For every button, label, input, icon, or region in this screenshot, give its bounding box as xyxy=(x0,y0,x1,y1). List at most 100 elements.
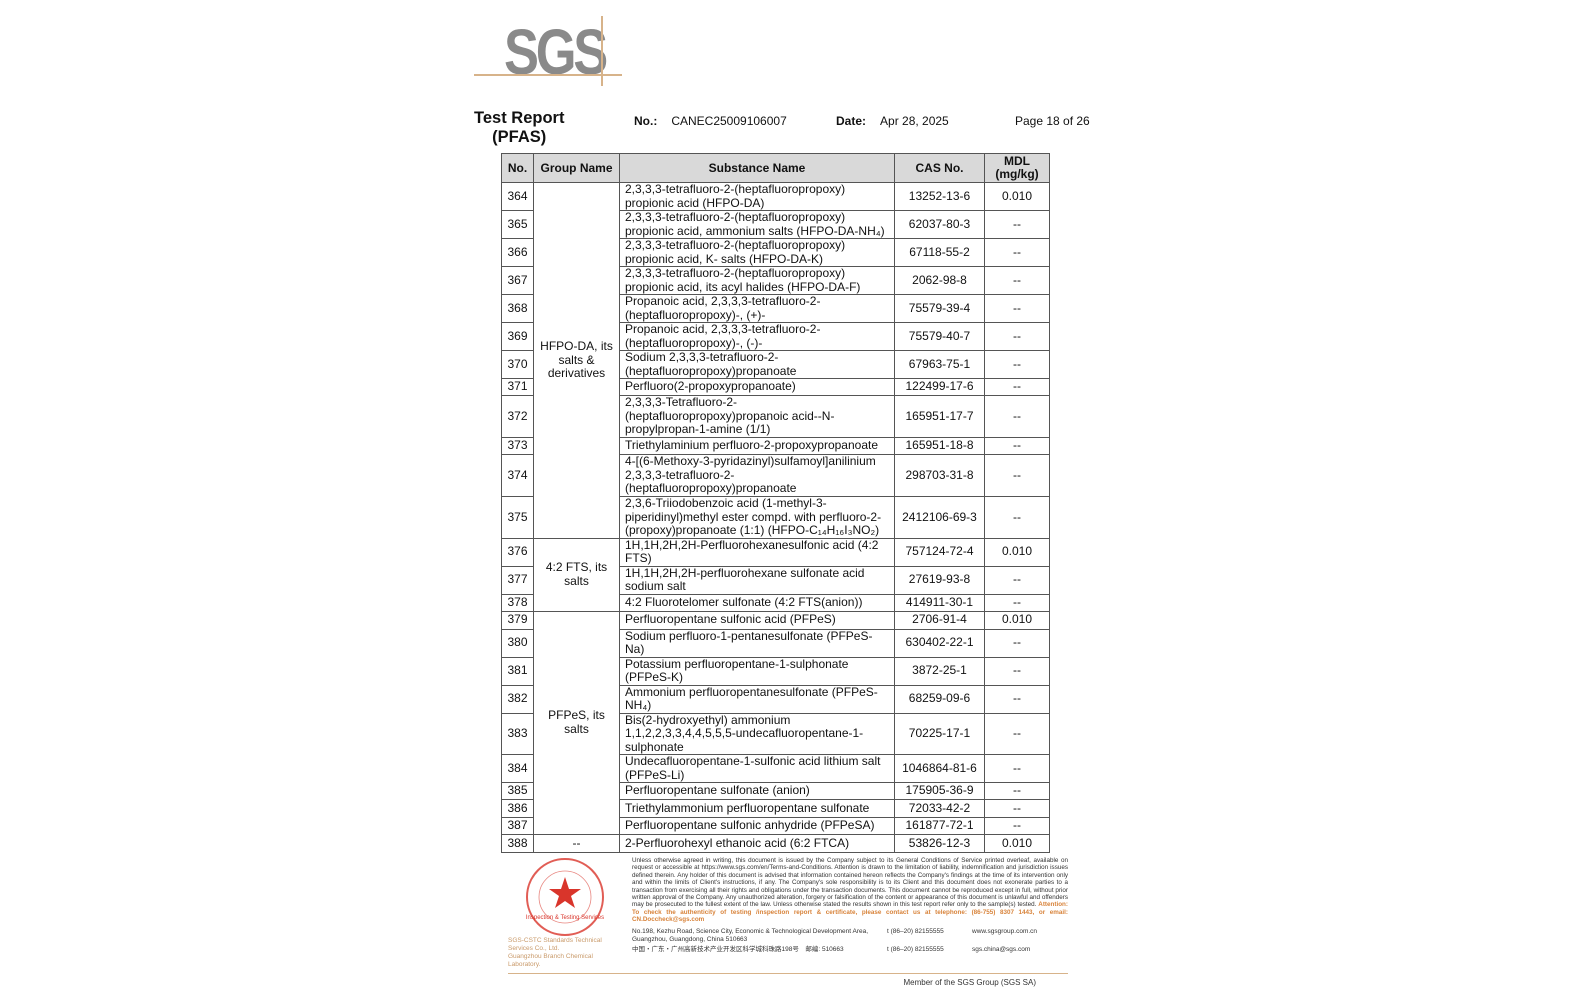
cas-number: 62037-80-3 xyxy=(894,210,985,239)
row-number: 370 xyxy=(501,350,534,379)
row-number: 369 xyxy=(501,322,534,351)
table-row: 373 Triethylaminium perfluoro-2-propoxypr… xyxy=(501,437,1050,455)
substance-name: Propanoic acid, 2,3,3,3-tetrafluoro-2- (… xyxy=(619,322,895,351)
table-row: 386 Triethylammonium perfluoropentane sul… xyxy=(501,799,1050,818)
row-number: 386 xyxy=(501,799,534,818)
row-number: 378 xyxy=(501,593,534,612)
row-number: 381 xyxy=(501,656,534,686)
mdl-value: -- xyxy=(984,656,1050,686)
row-number: 373 xyxy=(501,437,534,455)
substance-name: Triethylammonium perfluoropentane sulfon… xyxy=(619,799,895,818)
contact-grid: No.198, Kezhu Road, Science City, Econom… xyxy=(632,928,1068,954)
website[interactable]: www.sgsgroup.com.cn xyxy=(972,927,1038,935)
page-footer: Inspection & Testing Services SGS-CSTC S… xyxy=(508,857,1068,987)
col-group: Group Name xyxy=(533,153,620,183)
mdl-value: -- xyxy=(984,496,1050,539)
substance-name: Sodium perfluoro-1-pentanesulfonate (PFP… xyxy=(619,628,895,658)
row-number: 376 xyxy=(501,537,534,567)
substance-name: 2,3,3,3-tetrafluoro-2-(heptafluoropropox… xyxy=(619,210,895,239)
cas-number: 165951-18-8 xyxy=(894,437,985,455)
row-number: 388 xyxy=(501,834,534,853)
table-row: 388 -- 2-Perfluorohexyl ethanoic acid (6:2… xyxy=(501,834,1050,853)
mdl-value: -- xyxy=(984,782,1050,800)
mdl-value: -- xyxy=(984,266,1050,295)
no-label: No.: xyxy=(634,114,658,128)
mdl-value: 0.010 xyxy=(984,834,1050,853)
address-cn: 中国・广东・广州高新技术产业开发区科学城科珠路198号 邮编: 510663 xyxy=(632,945,844,953)
table-row: 365 2,3,3,3-tetrafluoro-2-(heptafluoropro… xyxy=(501,210,1050,239)
substance-name: Propanoic acid, 2,3,3,3-tetrafluoro-2- (… xyxy=(619,294,895,323)
row-number: 371 xyxy=(501,378,534,396)
cas-number: 67118-55-2 xyxy=(894,238,985,267)
row-number: 377 xyxy=(501,565,534,595)
table-header-row: No. Group Name Substance Name CAS No. MD… xyxy=(501,153,1050,183)
mdl-value: -- xyxy=(984,454,1050,497)
cas-number: 70225-17-1 xyxy=(894,712,985,755)
cas-number: 165951-17-7 xyxy=(894,395,985,438)
table-row: 382 Ammonium perfluoropentanesulfonate (P… xyxy=(501,684,1050,714)
substance-name: Perfluoro(2-propoxypropanoate) xyxy=(619,378,895,396)
mdl-value: -- xyxy=(984,238,1050,267)
substance-name: 1H,1H,2H,2H-perfluorohexane sulfonate ac… xyxy=(619,565,895,595)
title-line: (PFAS) xyxy=(492,128,547,146)
date-label: Date: xyxy=(836,114,867,128)
table-row: 364 HFPO-DA, its salts & derivatives 2,3,3… xyxy=(501,182,1050,539)
mdl-value: -- xyxy=(984,210,1050,239)
cas-number: 2062-98-8 xyxy=(894,266,985,295)
row-number: 367 xyxy=(501,266,534,295)
mdl-value: -- xyxy=(984,754,1050,783)
substance-name: Perfluoropentane sulfonic acid (PFPeS) xyxy=(619,610,895,630)
row-number: 384 xyxy=(501,754,534,783)
substance-name: 2,3,3,3-Tetrafluoro-2- (heptafluoropropo… xyxy=(619,395,895,438)
sgs-logo: SGS xyxy=(474,16,624,88)
mdl-value: -- xyxy=(984,684,1050,714)
cas-number: 2412106-69-3 xyxy=(894,496,985,539)
cas-number: 161877-72-1 xyxy=(894,817,985,835)
row-number: 368 xyxy=(501,294,534,323)
table-row: 372 2,3,3,3-Tetrafluoro-2- (heptafluoropr… xyxy=(501,395,1050,438)
table-row: 381 Potassium perfluoropentane-1-sulphona… xyxy=(501,656,1050,686)
table-row: 374 4-[(6-Methoxy-3-pyridazinyl)sulfamoyl… xyxy=(501,454,1050,497)
substance-name: 2-Perfluorohexyl ethanoic acid (6:2 FTCA… xyxy=(619,834,895,853)
report-title: Test Report (PFAS) xyxy=(474,109,564,147)
mdl-value: -- xyxy=(984,378,1050,396)
substance-name: Sodium 2,3,3,3-tetrafluoro-2- (heptafluo… xyxy=(619,350,895,379)
authenticity-notice: Attention: To check the authenticity of … xyxy=(632,901,1068,924)
cas-number: 53826-12-3 xyxy=(894,834,985,853)
mdl-value: -- xyxy=(984,712,1050,755)
group-name: 4:2 FTS, its salts xyxy=(533,537,620,612)
row-number: 365 xyxy=(501,210,534,239)
email[interactable]: sgs.china@sgs.com xyxy=(972,945,1031,953)
substance-name: Bis(2-hydroxyethyl) ammonium 1,1,2,2,3,3… xyxy=(619,712,895,755)
cas-number: 75579-39-4 xyxy=(894,294,985,323)
table-row: 371 Perfluoro(2-propoxypropanoate) 122499-… xyxy=(501,378,1050,396)
substance-name: Triethylaminium perfluoro-2-propoxypropa… xyxy=(619,437,895,455)
table-row: 378 4:2 Fluorotelomer sulfonate (4:2 FTS(… xyxy=(501,593,1050,612)
footer-text-area: Unless otherwise agreed in writing, this… xyxy=(632,857,1068,954)
group-name: PFPeS, its salts xyxy=(533,610,620,835)
mdl-value: -- xyxy=(984,395,1050,438)
table-row: 379 PFPeS, its salts Perfluoropentane sulf… xyxy=(501,610,1050,835)
telephone: t (86–20) 82155555 xyxy=(887,945,944,953)
table-row: 380 Sodium perfluoro-1-pentanesulfonate (… xyxy=(501,628,1050,658)
row-number: 382 xyxy=(501,684,534,714)
mdl-value: -- xyxy=(984,628,1050,658)
mdl-value: -- xyxy=(984,294,1050,323)
row-number: 387 xyxy=(501,817,534,835)
substance-name: 2,3,3,3-tetrafluoro-2-(heptafluoropropox… xyxy=(619,182,895,211)
table-row: 367 2,3,3,3-tetrafluoro-2-(heptafluoropro… xyxy=(501,266,1050,295)
substance-name: 1H,1H,2H,2H-Perfluorohexanesulfonic acid… xyxy=(619,537,895,567)
address-en: No.198, Kezhu Road, Science City, Econom… xyxy=(632,927,869,943)
mdl-value: 0.010 xyxy=(984,537,1050,567)
mdl-value: -- xyxy=(984,817,1050,835)
col-no: No. xyxy=(501,153,534,183)
cas-number: 414911-30-1 xyxy=(894,593,985,612)
cas-number: 13252-13-6 xyxy=(894,182,985,211)
row-number: 366 xyxy=(501,238,534,267)
cas-number: 1046864-81-6 xyxy=(894,754,985,783)
mdl-value: 0.010 xyxy=(984,610,1050,630)
page-number: Page 18 of 26 xyxy=(1015,114,1090,128)
substance-name: 2,3,6-Triiodobenzoic acid (1-methyl-3- p… xyxy=(619,496,895,539)
table-row: 377 1H,1H,2H,2H-perfluorohexane sulfonate… xyxy=(501,565,1050,595)
logo-rule xyxy=(601,16,603,86)
